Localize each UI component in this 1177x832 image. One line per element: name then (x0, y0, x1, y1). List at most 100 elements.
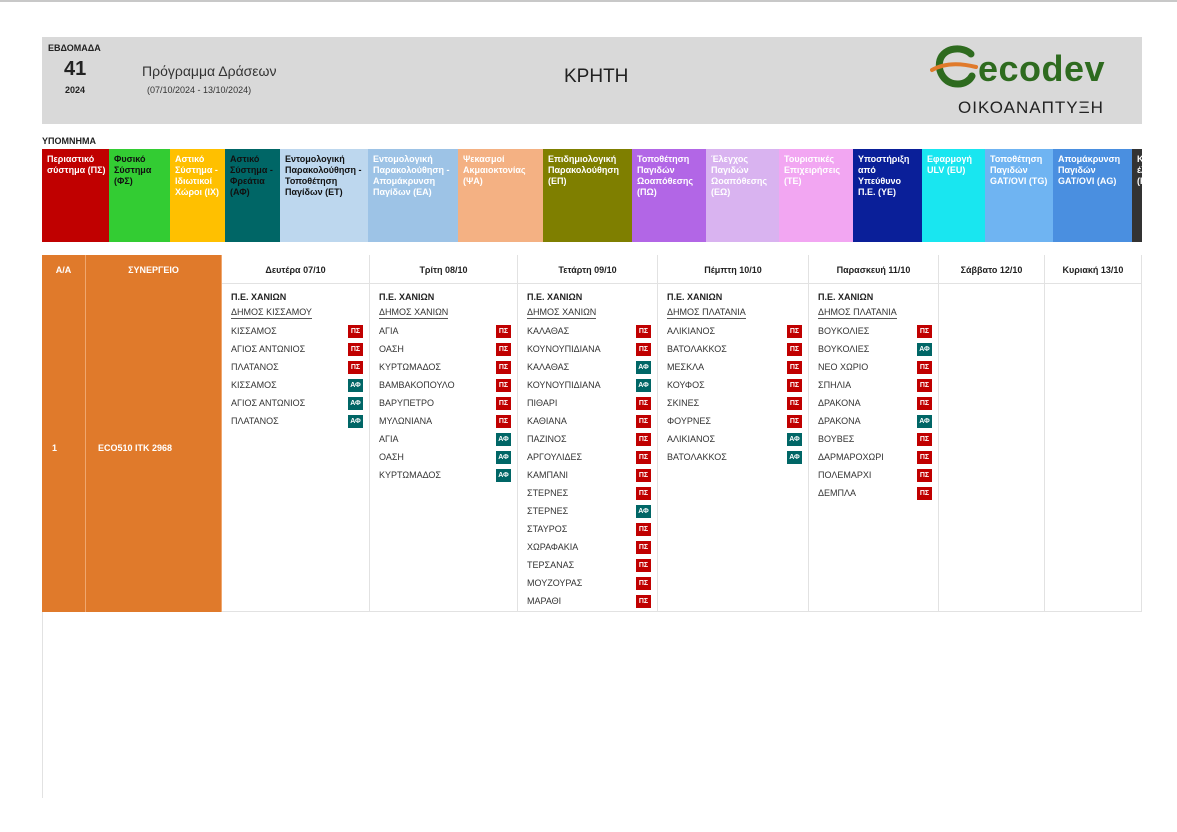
location-name: ΑΓΙΟΣ ΑΝΤΩΝΙΟΣ (231, 344, 306, 354)
location-name: ΒΑΜΒΑΚΟΠΟΥΛΟ (379, 380, 455, 390)
municipality-label: ΔΗΜΟΣ ΧΑΝΙΩΝ (527, 307, 597, 319)
location-name: ΒΑΤΟΛΑΚΚΟΣ (667, 344, 727, 354)
logo-wordmark: ecodev (978, 48, 1106, 89)
task-item: ΣΚΙΝΕΣ ΠΣ (667, 394, 802, 412)
task-item: ΝΕΟ ΧΩΡΙΟ ΠΣ (818, 358, 932, 376)
activity-code-badge: ΠΣ (636, 432, 651, 446)
task-item: ΑΓΙΟΣ ΑΝΤΩΝΙΟΣ ΠΣ (231, 340, 363, 358)
day-cell (939, 284, 1045, 612)
location-name: ΒΟΥΚΟΛΙΕΣ (818, 344, 870, 354)
legend-item: Αστικό Σύστημα - Ιδιωτικοί Χώροι (ΙΧ) (170, 149, 225, 242)
legend-item: Τουριστικές Επιχειρήσεις (ΤΕ) (779, 149, 853, 242)
task-item: ΑΓΙΟΣ ΑΝΤΩΝΙΟΣ ΑΦ (231, 394, 363, 412)
location-name: ΑΓΙΑ (379, 326, 399, 336)
legend-title: ΥΠΟΜΝΗΜΑ (42, 136, 96, 146)
legend-item: Υποστήριξη από Υπεύθυνο Π.Ε. (ΥΕ) (853, 149, 922, 242)
task-item: ΟΑΣΗ ΑΦ (379, 448, 511, 466)
activity-code-badge: ΠΣ (787, 324, 802, 338)
location-name: ΚΙΣΣΑΜΟΣ (231, 326, 277, 336)
location-name: ΤΕΡΣΑΝΑΣ (527, 560, 575, 570)
legend-item: Φυσικό Σύστημα (ΦΣ) (109, 149, 170, 242)
location-name: ΜΑΡΑΘΙ (527, 596, 562, 606)
location-name: ΠΟΛΕΜΑΡΧΙ (818, 470, 872, 480)
task-item: ΟΑΣΗ ΠΣ (379, 340, 511, 358)
day-header: Τρίτη 08/10 (370, 255, 518, 284)
legend-item: Τοποθέτηση Παγιδών Ωοαπόθεσης (ΠΩ) (632, 149, 706, 242)
activity-code-badge: ΑΦ (348, 414, 363, 428)
location-name: ΑΡΓΟΥΛΙΔΕΣ (527, 452, 583, 462)
activity-code-badge: ΠΣ (917, 378, 932, 392)
activity-code-badge: ΑΦ (787, 432, 802, 446)
activity-code-badge: ΑΦ (636, 504, 651, 518)
location-name: ΚΥΡΤΩΜΑΔΟΣ (379, 362, 441, 372)
table-header: Α/Α ΣΥΝΕΡΓΕΙΟ Δευτέρα 07/10 Τρίτη 08/10 Τετά… (42, 255, 1142, 284)
task-item: ΑΓΙΑ ΑΦ (379, 430, 511, 448)
task-item: ΦΟΥΡΝΕΣ ΠΣ (667, 412, 802, 430)
task-item: ΚΑΛΑΘΑΣ ΑΦ (527, 358, 651, 376)
activity-code-badge: ΠΣ (917, 360, 932, 374)
task-item: ΚΟΥΦΟΣ ΠΣ (667, 376, 802, 394)
task-item: ΒΟΥΒΕΣ ΠΣ (818, 430, 932, 448)
activity-code-badge: ΑΦ (636, 378, 651, 392)
activity-code-badge: ΠΣ (348, 360, 363, 374)
location-name: ΒΑΤΟΛΑΚΚΟΣ (667, 452, 727, 462)
task-item: ΔΑΡΜΑΡΟΧΩΡΙ ΠΣ (818, 448, 932, 466)
location-name: ΚΙΣΣΑΜΟΣ (231, 380, 277, 390)
day-cell: Π.Ε. ΧΑΝΙΩΝ ΔΗΜΟΣ ΧΑΝΙΩΝ ΚΑΛΑΘΑΣ ΠΣ ΚΟΥΝΟΥΠΙ… (518, 284, 658, 612)
location-name: ΚΑΛΑΘΑΣ (527, 362, 570, 372)
table-left-border (42, 612, 43, 798)
task-item: ΚΙΣΣΑΜΟΣ ΑΦ (231, 376, 363, 394)
task-item: ΠΙΘΑΡΙ ΠΣ (527, 394, 651, 412)
task-item: ΚΥΡΤΩΜΑΔΟΣ ΠΣ (379, 358, 511, 376)
location-name: ΠΙΘΑΡΙ (527, 398, 558, 408)
ecodev-mark-icon (930, 45, 978, 88)
legend-item: Εφαρμογή ULV (EU) (922, 149, 985, 242)
location-name: ΒΟΥΒΕΣ (818, 434, 855, 444)
task-item: ΠΛΑΤΑΝΟΣ ΑΦ (231, 412, 363, 430)
location-name: ΔΡΑΚΟΝΑ (818, 416, 861, 426)
location-name: ΧΩΡΑΦΑΚΙΑ (527, 542, 579, 552)
location-name: ΣΤΑΥΡΟΣ (527, 524, 568, 534)
activity-code-badge: ΠΣ (917, 450, 932, 464)
location-name: ΚΟΥΦΟΣ (667, 380, 705, 390)
location-name: ΠΛΑΤΑΝΟΣ (231, 416, 279, 426)
company-logo: ecodev ΟΙΚΟΑΝΑΠΤΥΞΗ (930, 45, 1135, 117)
activity-code-badge: ΠΣ (636, 468, 651, 482)
activity-code-badge: ΑΦ (496, 468, 511, 482)
week-number: 41 (64, 58, 87, 80)
day-cell: Π.Ε. ΧΑΝΙΩΝ ΔΗΜΟΣ ΠΛΑΤΑΝΙΑ ΑΛΙΚΙΑΝΟΣ ΠΣ ΒΑΤΟ… (658, 284, 809, 612)
location-name: ΚΟΥΝΟΥΠΙΔΙΑΝΑ (527, 344, 601, 354)
activity-code-badge: ΠΣ (917, 432, 932, 446)
location-name: ΜΟΥΖΟΥΡΑΣ (527, 578, 583, 588)
task-item: ΒΑΤΟΛΑΚΚΟΣ ΠΣ (667, 340, 802, 358)
activity-code-badge: ΠΣ (348, 324, 363, 338)
activity-code-badge: ΑΦ (636, 360, 651, 374)
activity-code-badge: ΠΣ (636, 522, 651, 536)
day-cell: Π.Ε. ΧΑΝΙΩΝ ΔΗΜΟΣ ΧΑΝΙΩΝ ΑΓΙΑ ΠΣ ΟΑΣΗ ΠΣ ΚΥΡΤΩ… (370, 284, 518, 612)
location-name: ΟΑΣΗ (379, 452, 404, 462)
legend-item: Εντομολογική Παρακολούθηση - Τοποθέτηση … (280, 149, 368, 242)
week-year: 2024 (65, 85, 86, 95)
legend-item: Απομάκρυνση Παγιδών GAT/OVI (AG) (1053, 149, 1132, 242)
activity-code-badge: ΠΣ (636, 414, 651, 428)
location-name: ΑΓΙΟΣ ΑΝΤΩΝΙΟΣ (231, 398, 306, 408)
activity-code-badge: ΠΣ (636, 540, 651, 554)
task-item: ΠΑΖΙΝΟΣ ΠΣ (527, 430, 651, 448)
activity-code-badge: ΑΦ (496, 450, 511, 464)
task-item: ΚΟΥΝΟΥΠΙΔΙΑΝΑ ΠΣ (527, 340, 651, 358)
task-item: ΤΕΡΣΑΝΑΣ ΠΣ (527, 556, 651, 574)
day-header: Σάββατο 12/10 (939, 255, 1045, 284)
activity-code-badge: ΠΣ (787, 342, 802, 356)
task-item: ΔΡΑΚΟΝΑ ΠΣ (818, 394, 932, 412)
day-cell: Π.Ε. ΧΑΝΙΩΝ ΔΗΜΟΣ ΚΙΣΣΑΜΟΥ ΚΙΣΣΑΜΟΣ ΠΣ ΑΓΙΟΣ… (222, 284, 370, 612)
activity-code-badge: ΠΣ (636, 342, 651, 356)
location-name: ΑΛΙΚΙΑΝΟΣ (667, 326, 716, 336)
day-header: Παρασκευή 11/10 (809, 255, 939, 284)
legend: Περιαστικό σύστημα (ΠΣ) Φυσικό Σύστημα (Φ… (42, 149, 1142, 242)
task-item: ΒΟΥΚΟΛΙΕΣ ΑΦ (818, 340, 932, 358)
activity-code-badge: ΠΣ (917, 324, 932, 338)
task-item: ΜΥΛΩΝΙΑΝΑ ΠΣ (379, 412, 511, 430)
prefecture-label: Π.Ε. ΧΑΝΙΩΝ (527, 292, 583, 302)
task-item: ΚΙΣΣΑΜΟΣ ΠΣ (231, 322, 363, 340)
activity-code-badge: ΑΦ (348, 396, 363, 410)
